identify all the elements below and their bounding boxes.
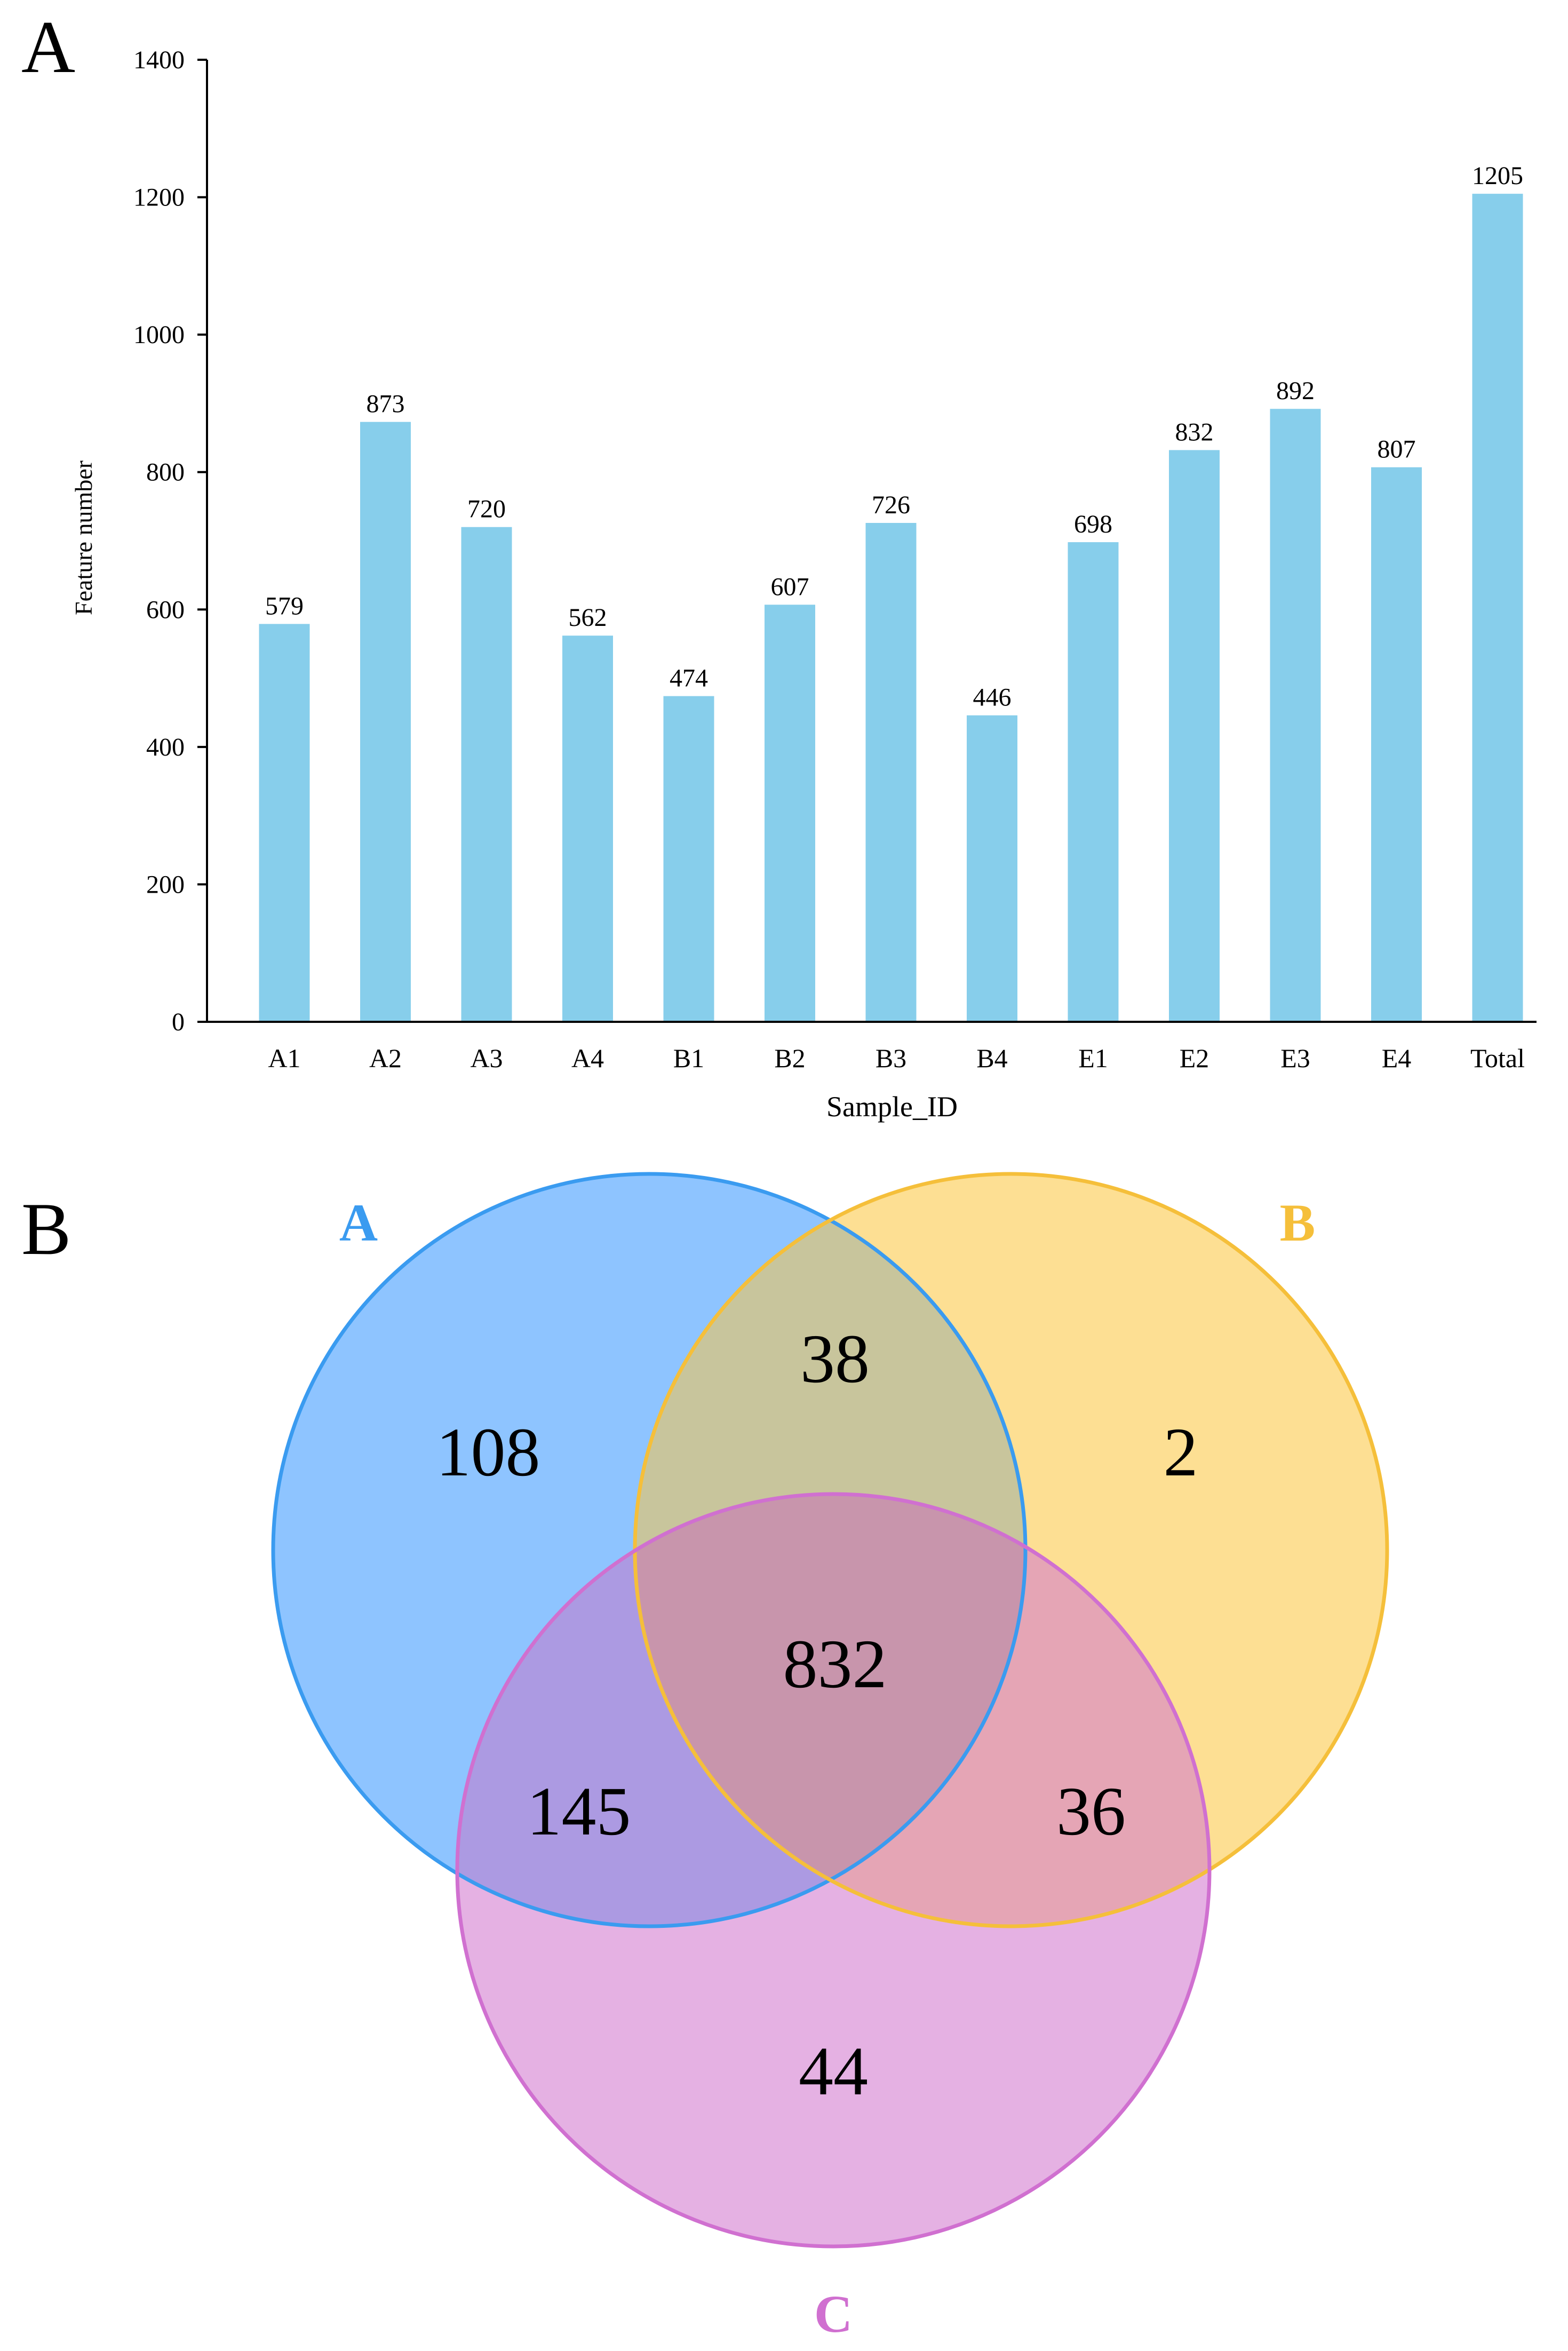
bar-E3 [1270,409,1321,1022]
x-tick-label-E3: E3 [1280,1043,1310,1073]
venn-outline-a [271,1172,1028,1928]
x-tick-label-E2: E2 [1180,1043,1209,1073]
y-tick-label-600: 600 [146,595,185,624]
bar-value-label-B4: 446 [973,684,1012,712]
bar-B3 [865,523,917,1022]
bar-value-label-A3: 720 [467,495,506,523]
venn-region-b-only: 2 [1164,1414,1198,1491]
x-axis-title: Sample_ID [826,1091,958,1123]
bar-value-label-A4: 562 [569,603,607,632]
bar-E1 [1068,542,1119,1022]
bars-group [259,194,1523,1022]
bar-value-label-Total: 1205 [1472,162,1523,190]
venn-region-ab: 38 [800,1321,870,1397]
x-tick-label-B3: B3 [875,1043,906,1073]
venn-region-a-only: 108 [436,1414,540,1491]
venn-diagram: A B C 108 2 44 38 145 36 832 [271,1172,1389,2344]
x-tick-labels: A1 A2 A3 A4 B1 B2 B3 B4 E1 E2 E3 E4 Total [268,1043,1525,1073]
y-axis-ticks: 0 200 400 600 800 1000 1200 1400 [133,46,207,1036]
x-tick-label-A1: A1 [268,1043,300,1073]
venn-region-c-only: 44 [799,2033,868,2110]
bar-value-labels: 579 873 720 562 474 607 726 446 698 832 892 807 1205 [265,162,1523,711]
x-tick-label-E4: E4 [1382,1043,1412,1073]
x-tick-label-B4: B4 [976,1043,1007,1073]
venn-region-abc: 832 [783,1626,887,1703]
bar-value-label-E3: 892 [1276,377,1315,405]
venn-set-label-c: C [814,2284,853,2344]
venn-region-ac: 145 [527,1773,631,1850]
panel-a-letter: A [21,6,75,89]
bar-value-label-E1: 698 [1074,510,1112,538]
x-tick-label-A2: A2 [369,1043,402,1073]
venn-outline-c [455,1492,1212,2249]
venn-set-label-a: A [339,1193,378,1252]
bar-E4 [1371,467,1422,1022]
bar-value-label-E2: 832 [1175,418,1214,447]
venn-set-label-b: B [1280,1193,1316,1252]
y-tick-label-1000: 1000 [133,321,185,349]
bar-A3 [461,527,512,1022]
bar-chart: 579 873 720 562 474 607 726 446 698 832 892 807 1205… [70,46,1537,1123]
bar-E2 [1169,450,1220,1022]
x-tick-label-E1: E1 [1078,1043,1108,1073]
bar-value-label-B2: 607 [771,573,809,601]
bar-value-label-B1: 474 [670,664,708,693]
y-tick-label-1200: 1200 [133,184,185,212]
y-axis-title: Feature number [70,460,97,615]
bar-value-label-A1: 579 [265,592,304,620]
x-tick-label-Total: Total [1470,1043,1525,1073]
bar-B2 [765,605,815,1022]
panel-b-letter: B [21,1188,71,1270]
bar-Total [1472,194,1523,1022]
bar-A1 [259,624,310,1022]
y-tick-label-1400: 1400 [133,46,185,74]
bar-A2 [360,422,411,1022]
bar-value-label-E4: 807 [1378,435,1416,464]
y-tick-label-200: 200 [146,870,185,899]
y-tick-label-400: 400 [146,733,185,761]
x-tick-label-A3: A3 [470,1043,503,1073]
x-tick-label-B2: B2 [774,1043,805,1073]
bar-value-label-A2: 873 [367,390,405,418]
x-tick-label-B1: B1 [673,1043,704,1073]
x-tick-label-A4: A4 [571,1043,604,1073]
y-tick-label-800: 800 [146,458,185,487]
bar-value-label-B3: 726 [872,491,910,519]
bar-B4 [967,715,1017,1022]
bar-A4 [562,636,613,1022]
y-tick-label-0: 0 [172,1008,185,1036]
venn-region-bc: 36 [1056,1773,1126,1850]
bar-B1 [663,696,714,1022]
